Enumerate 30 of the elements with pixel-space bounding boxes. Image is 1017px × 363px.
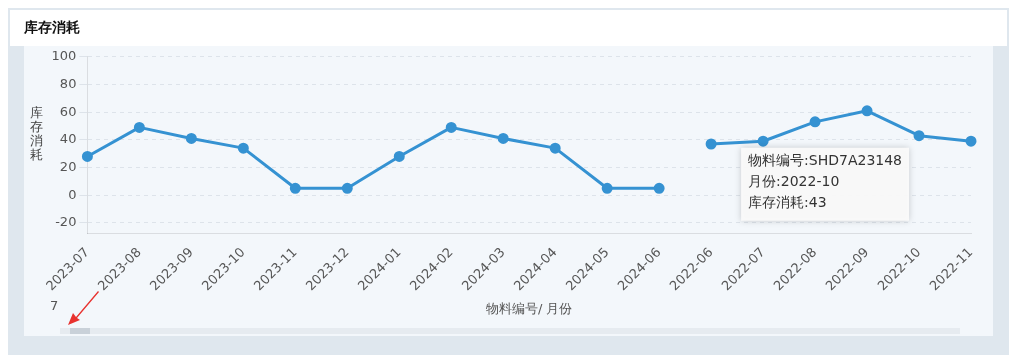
annotation: 物料编号:SHD7A23148 月份:2022-10 库存消耗:43	[748, 152, 903, 211]
y-tick-label: -20	[55, 214, 77, 230]
point	[861, 105, 873, 117]
point	[601, 182, 613, 194]
point	[497, 132, 509, 144]
point	[81, 150, 93, 162]
point	[237, 142, 249, 154]
point	[445, 121, 457, 133]
point	[913, 130, 925, 142]
point	[965, 135, 977, 147]
y-tick-label: 60	[59, 103, 77, 119]
point	[289, 182, 301, 194]
point	[341, 182, 353, 194]
point	[185, 132, 197, 144]
point	[133, 121, 145, 133]
y-tick-label: 80	[59, 75, 77, 91]
point	[757, 135, 769, 147]
x-axis-title: 物料编号/ 月份	[485, 300, 573, 316]
y-tick-label: 40	[59, 131, 77, 147]
y-axis-title: 库存消耗	[28, 105, 44, 162]
point	[809, 116, 821, 128]
point	[549, 142, 561, 154]
point	[705, 138, 717, 150]
y-tick-label: 0	[68, 186, 77, 202]
point	[653, 182, 665, 194]
y-tick-label: 20	[59, 158, 77, 174]
point	[393, 150, 405, 162]
text: 7	[50, 298, 59, 313]
y-tick-label: 100	[51, 48, 77, 64]
chart-title: 库存消耗	[10, 10, 1007, 46]
